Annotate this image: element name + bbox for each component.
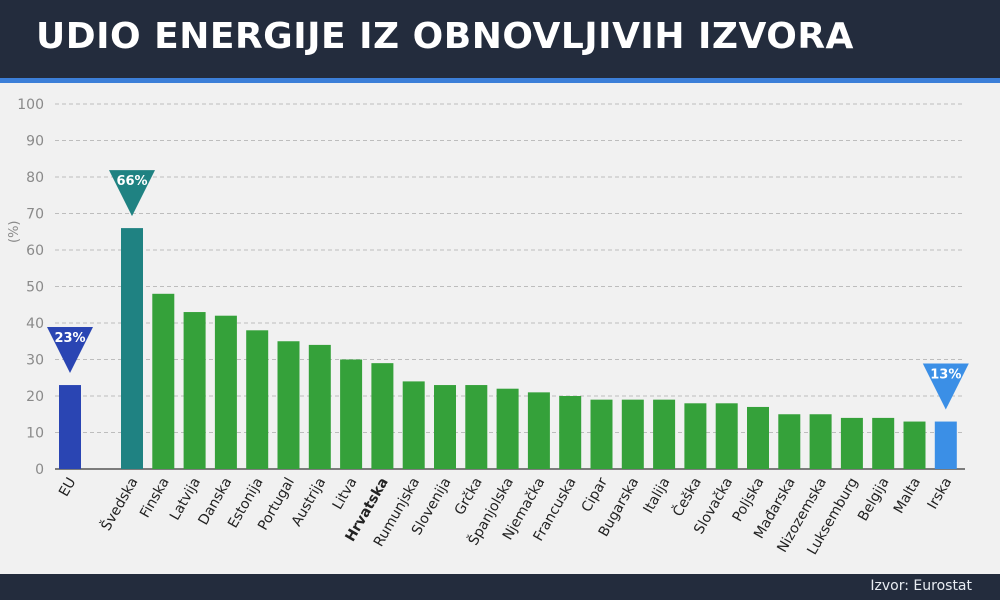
x-tick-label: Litva bbox=[330, 475, 361, 512]
bar bbox=[527, 392, 550, 469]
annotation-marker bbox=[922, 363, 969, 410]
y-tick-label: 80 bbox=[26, 170, 44, 186]
bar bbox=[277, 341, 300, 469]
y-tick-label: 90 bbox=[26, 134, 44, 150]
bar bbox=[308, 344, 331, 469]
bar bbox=[465, 385, 488, 469]
bar bbox=[246, 330, 269, 469]
bar bbox=[903, 421, 926, 469]
bar bbox=[121, 228, 143, 469]
y-tick-label: 60 bbox=[26, 243, 44, 259]
data-label: 66% bbox=[116, 174, 147, 189]
y-tick-label: 50 bbox=[26, 280, 44, 296]
x-tick-label: Grčka bbox=[452, 475, 486, 518]
x-tick-label: Irska bbox=[925, 475, 956, 512]
header-bar: UDIO ENERGIJE IZ OBNOVLJIVIH IZVORA bbox=[0, 0, 1000, 78]
bar bbox=[402, 381, 425, 469]
y-tick-label: 100 bbox=[17, 97, 44, 113]
bar bbox=[809, 414, 832, 469]
data-label: 23% bbox=[54, 331, 85, 346]
bar bbox=[434, 385, 456, 469]
bar bbox=[214, 315, 237, 469]
bar bbox=[840, 417, 863, 469]
bar bbox=[496, 388, 519, 469]
y-tick-label: 0 bbox=[35, 462, 44, 478]
bar bbox=[559, 396, 582, 469]
y-tick-label: 40 bbox=[26, 316, 44, 332]
bar bbox=[621, 399, 644, 469]
bar bbox=[340, 359, 363, 469]
x-tick-label: Švedska bbox=[97, 474, 142, 534]
footer-bar: Izvor: Eurostat bbox=[0, 574, 1000, 600]
bar bbox=[59, 385, 81, 469]
bar bbox=[590, 399, 613, 469]
x-tick-label: Cipar bbox=[579, 475, 611, 515]
y-tick-label: 70 bbox=[26, 207, 44, 223]
bar bbox=[872, 417, 895, 469]
x-tick-label: Češka bbox=[668, 474, 705, 519]
x-tick-label: Italija bbox=[640, 475, 673, 516]
x-tick-label: Malta bbox=[891, 475, 924, 516]
bar bbox=[778, 414, 801, 469]
bar bbox=[684, 403, 707, 469]
y-tick-label: 30 bbox=[26, 353, 44, 369]
y-axis-label: (%) bbox=[7, 221, 22, 244]
bar bbox=[653, 399, 676, 469]
data-label: 13% bbox=[930, 368, 961, 383]
y-tick-label: 10 bbox=[26, 426, 44, 442]
x-tick-label: EU bbox=[56, 475, 79, 500]
bar bbox=[183, 312, 206, 469]
bar bbox=[715, 403, 738, 469]
header-accent-line bbox=[0, 78, 1000, 83]
x-tick-label: Belgija bbox=[855, 475, 893, 524]
page-title: UDIO ENERGIJE IZ OBNOVLJIVIH IZVORA bbox=[36, 16, 854, 57]
y-tick-label: 20 bbox=[26, 389, 44, 405]
source-label: Izvor: Eurostat bbox=[870, 578, 972, 594]
bar bbox=[747, 406, 769, 469]
annotation-marker bbox=[47, 327, 93, 374]
bar bbox=[934, 421, 957, 469]
bar bbox=[371, 363, 394, 469]
annotation-marker bbox=[109, 170, 155, 217]
bar bbox=[152, 293, 175, 469]
